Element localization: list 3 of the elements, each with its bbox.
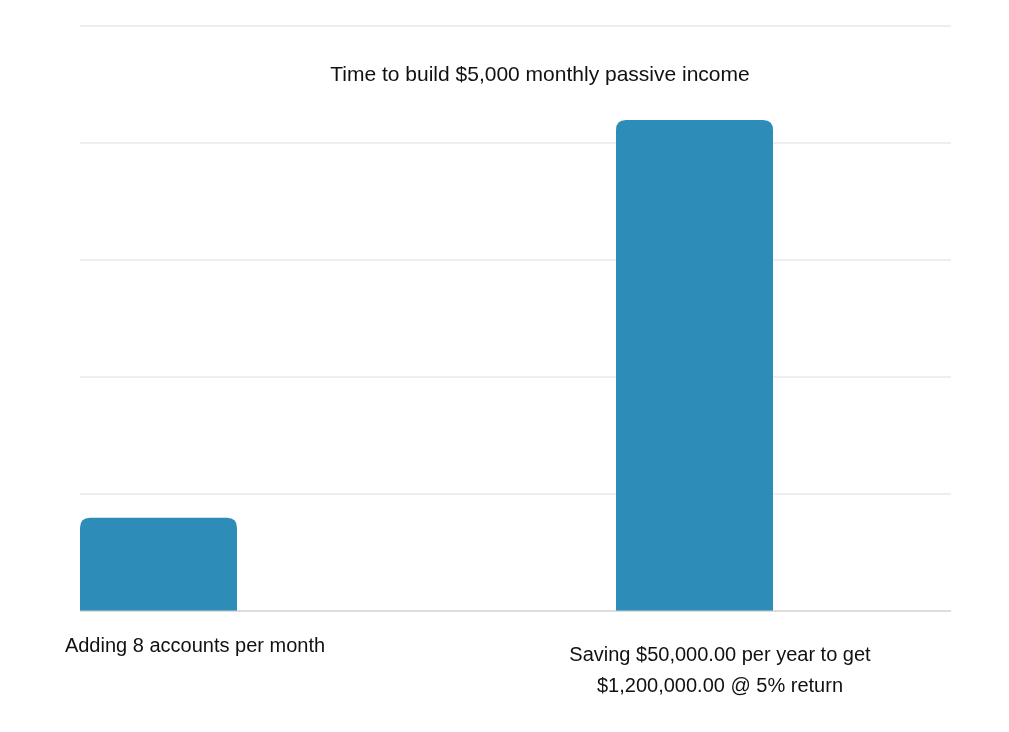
x-tick-label: Saving $50,000.00 per year to get $1,200,000.00 @ 5% return — [569, 643, 872, 696]
chart-title: Time to build $5,000 monthly passive income — [330, 62, 750, 85]
x-tick-label: Adding 8 accounts per month — [64, 634, 326, 656]
